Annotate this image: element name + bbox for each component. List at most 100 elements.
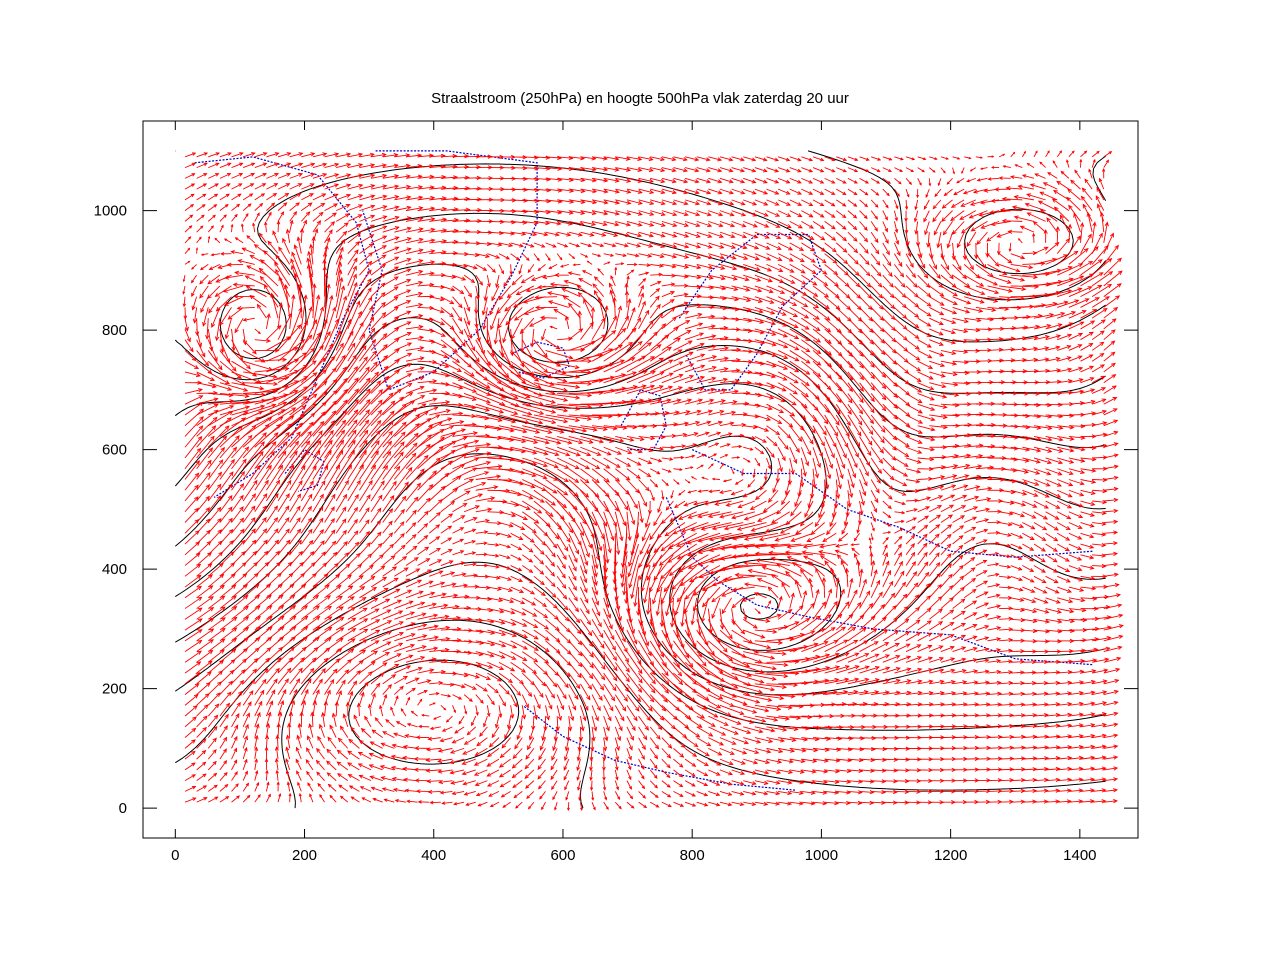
wind-vector: [789, 769, 804, 773]
wind-vector: [510, 683, 521, 696]
wind-vector: [614, 801, 622, 809]
wind-vector: [489, 737, 500, 748]
wind-vector-head: [284, 678, 289, 684]
wind-vector: [512, 748, 523, 759]
wind-vector: [854, 533, 860, 541]
wind-vector-head: [307, 678, 312, 684]
wind-vector: [1033, 757, 1049, 760]
wind-vector-head: [1032, 691, 1037, 696]
wind-vector: [824, 560, 837, 577]
wind-vector-head: [615, 786, 620, 791]
wind-vector-head: [287, 722, 292, 728]
wind-vector-head: [853, 689, 859, 695]
wind-vector-head: [504, 734, 509, 740]
wind-vector: [458, 715, 465, 725]
wind-vector: [696, 801, 708, 806]
wind-vector: [568, 694, 576, 710]
wind-vector-head: [895, 690, 901, 695]
wind-vector: [296, 770, 302, 781]
wind-vector-head: [1043, 691, 1049, 696]
wind-vector-head: [787, 705, 793, 710]
wind-vector-head: [332, 668, 338, 674]
wind-vector: [940, 514, 953, 523]
wind-vector: [1080, 778, 1095, 782]
wind-vector-head: [727, 792, 733, 796]
wind-vector: [766, 715, 789, 720]
wind-vector: [603, 672, 617, 691]
wind-vector: [515, 801, 523, 809]
wind-vector: [1045, 735, 1060, 739]
wind-vector: [277, 493, 290, 513]
wind-vector: [743, 801, 756, 806]
wind-vector: [254, 690, 265, 706]
wind-vector-head: [400, 708, 404, 712]
wind-vector: [393, 695, 399, 706]
wind-vector-head: [704, 696, 710, 701]
wind-vector-head: [468, 698, 473, 702]
wind-vector-head: [449, 759, 455, 765]
wind-vector: [894, 703, 911, 706]
wind-vector: [882, 511, 891, 518]
wind-vector: [626, 769, 632, 780]
wind-vector-head: [296, 734, 301, 740]
wind-vector: [614, 683, 628, 702]
wind-vector: [778, 747, 795, 752]
wind-vector: [338, 784, 349, 792]
wind-vector-head: [490, 700, 495, 706]
wind-vector: [382, 532, 393, 545]
wind-vector-head: [844, 677, 850, 682]
wind-vector: [242, 771, 248, 781]
wind-vector: [836, 790, 851, 794]
wind-vector: [975, 747, 991, 749]
wind-vector: [488, 790, 500, 797]
wind-vector: [661, 694, 680, 711]
wind-vector: [184, 739, 196, 749]
wind-vector: [882, 489, 893, 500]
wind-vector-head: [379, 764, 385, 770]
wind-vector: [394, 686, 404, 695]
wind-vector-head: [811, 780, 817, 785]
wind-vector-head: [761, 718, 767, 723]
wind-vector-head: [274, 746, 279, 751]
wind-vector: [327, 737, 337, 749]
wind-vector: [684, 790, 696, 797]
wind-vector: [343, 714, 349, 728]
wind-vector: [438, 747, 453, 752]
wind-vector: [1010, 757, 1025, 760]
wind-vector-head: [623, 697, 628, 702]
wind-vector-head: [390, 754, 396, 759]
wind-vector: [196, 671, 212, 685]
wind-vector: [766, 747, 783, 753]
wind-vector-head: [536, 704, 541, 710]
wind-vector: [708, 801, 720, 806]
wind-vector-head: [379, 753, 385, 758]
wind-vector: [276, 735, 279, 749]
wind-vector-head: [391, 674, 397, 679]
wind-vector: [882, 500, 892, 509]
wind-vector: [678, 489, 686, 496]
wind-vector-head: [342, 713, 347, 719]
wind-vector: [766, 769, 781, 774]
wind-vector-head: [433, 702, 436, 705]
wind-vector: [952, 714, 967, 717]
wind-vector: [440, 683, 454, 686]
wind-vector-head: [767, 697, 773, 702]
wind-vector-head: [684, 724, 690, 729]
wind-vector-head: [488, 742, 494, 748]
wind-vector: [847, 737, 865, 739]
wind-vector: [207, 692, 221, 706]
wind-vector: [498, 694, 506, 706]
wind-vector: [539, 791, 546, 800]
wind-vector-head: [1032, 702, 1038, 707]
wind-vector: [638, 715, 649, 731]
wind-vector: [708, 780, 720, 786]
wind-vector: [451, 780, 465, 784]
wind-vector: [184, 762, 196, 771]
wind-vector: [579, 802, 583, 811]
wind-vector: [545, 694, 553, 710]
wind-vector-head: [764, 708, 770, 713]
wind-vector: [358, 751, 372, 760]
wind-vector: [463, 683, 477, 690]
wind-vector-head: [1009, 745, 1015, 750]
coastline: [620, 389, 667, 451]
